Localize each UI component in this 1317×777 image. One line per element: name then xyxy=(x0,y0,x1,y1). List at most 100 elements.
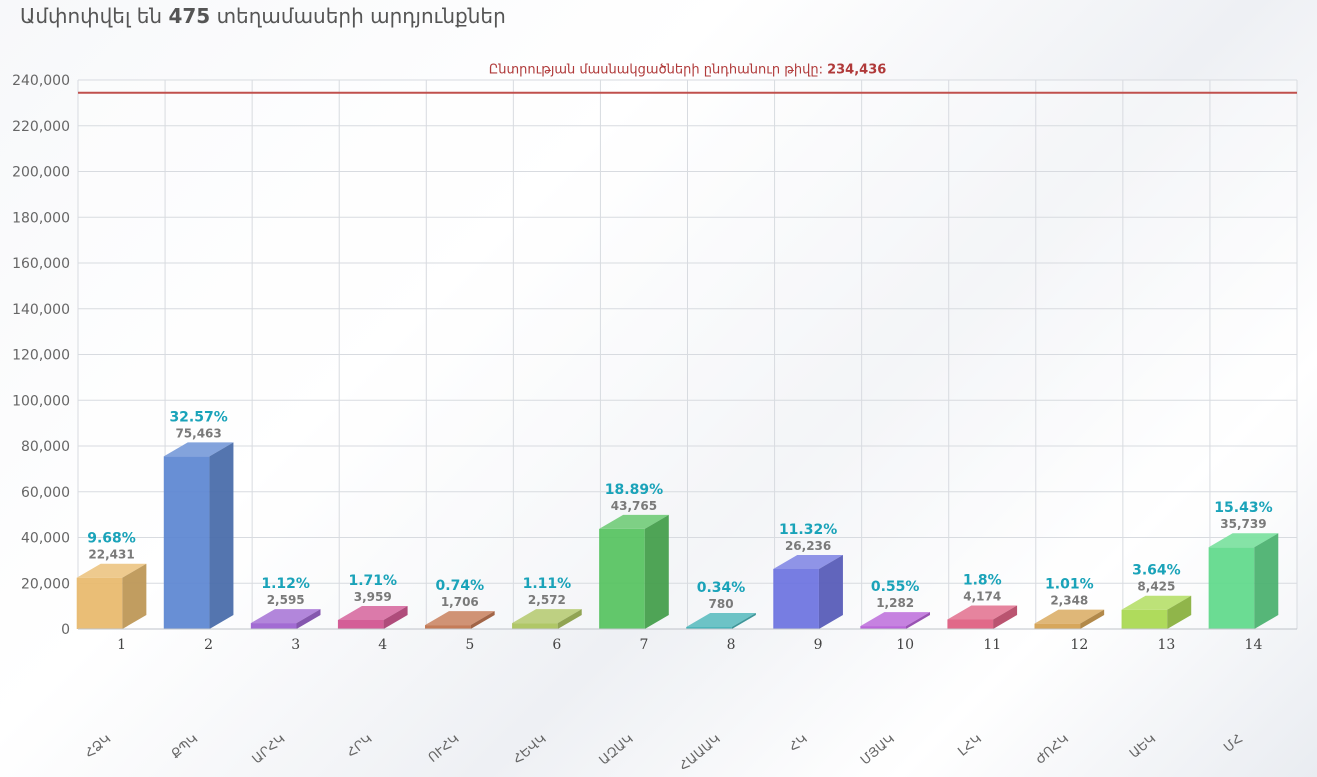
y-tick-label: 40,000 xyxy=(21,531,70,547)
x-tick-label: 9 xyxy=(814,637,823,653)
bar-side xyxy=(993,605,1018,629)
party-label: ԱՐՀԿ xyxy=(250,732,289,768)
bar-side xyxy=(209,442,234,629)
bar-top xyxy=(1208,533,1279,548)
value-label: 780 xyxy=(709,597,734,611)
party-label: ՈՒՀԿ xyxy=(426,732,463,766)
value-label: 3,959 xyxy=(354,590,392,604)
bar-front xyxy=(860,626,907,629)
percent-label: 3.64% xyxy=(1132,563,1181,579)
bar xyxy=(337,605,408,629)
x-tick-label: 1 xyxy=(117,637,126,653)
bar xyxy=(686,613,756,629)
bar-front xyxy=(599,528,645,629)
bar-front xyxy=(250,623,297,629)
y-tick-label: 140,000 xyxy=(12,302,70,318)
bar-front xyxy=(773,568,819,629)
bar-side xyxy=(557,609,582,629)
bar-front xyxy=(947,619,994,629)
party-label: ՀԵՎԿ xyxy=(511,732,550,768)
bar-front xyxy=(163,456,210,629)
value-label: 2,348 xyxy=(1050,594,1088,608)
bar-top xyxy=(1034,609,1105,624)
bar xyxy=(773,554,843,629)
bar-side xyxy=(818,554,843,629)
bar-side xyxy=(1254,533,1279,629)
bar-front xyxy=(512,623,558,629)
x-axis: 1 2 3 4 5 6 7 8 9 10 11 12 13 14 xyxy=(78,628,1297,653)
value-label: 4,174 xyxy=(963,589,1001,603)
party-label: ՀԱԱԱԿ xyxy=(677,732,724,775)
bar xyxy=(512,609,582,629)
party-label: ՀՁԿ xyxy=(82,732,114,762)
party-label: ՀՐԿ xyxy=(344,732,375,761)
y-tick-label: 0 xyxy=(61,622,70,638)
y-tick-label: 20,000 xyxy=(21,576,70,592)
value-label: 1,282 xyxy=(876,596,914,610)
y-tick-label: 180,000 xyxy=(12,210,70,226)
y-tick-label: 120,000 xyxy=(12,348,70,364)
value-label: 43,765 xyxy=(611,499,657,513)
bar-front xyxy=(424,625,471,629)
bar-side xyxy=(731,613,756,629)
bar-top xyxy=(860,612,931,627)
party-label: ԺՈՀԿ xyxy=(1033,732,1072,768)
reference-line-label: Ընտրության մասնակցածների ընդհանուր թիվը:… xyxy=(489,63,887,78)
bar-top xyxy=(773,554,843,569)
y-tick-label: 60,000 xyxy=(21,485,70,501)
bar xyxy=(424,611,495,629)
value-label: 26,236 xyxy=(785,539,831,553)
party-label: ԼՀԿ xyxy=(955,732,984,760)
bar-front xyxy=(1034,623,1081,629)
bar xyxy=(1208,533,1279,629)
bar-side xyxy=(1167,595,1192,629)
x-tick-label: 14 xyxy=(1245,637,1263,653)
x-tick-label: 5 xyxy=(465,637,474,653)
value-label: 1,706 xyxy=(441,595,479,609)
party-label: ԱԶԱԿ xyxy=(597,732,637,769)
value-label: 2,595 xyxy=(267,593,305,607)
x-tick-label: 2 xyxy=(204,637,213,653)
percent-label: 15.43% xyxy=(1214,500,1272,516)
data-labels: 9.68%22,431 32.57%75,463 1.12%2,595 1.71%3,… xyxy=(87,409,1272,611)
bar-top xyxy=(947,605,1018,620)
bar xyxy=(947,605,1018,629)
value-label: 75,463 xyxy=(175,426,221,440)
bar-side xyxy=(383,605,408,629)
x-tick-label: 13 xyxy=(1157,637,1175,653)
bar-front xyxy=(1208,547,1255,629)
reference-line-text: Ընտրության մասնակցածների ընդհանուր թիվը: xyxy=(489,63,827,78)
bar-top xyxy=(76,563,147,578)
y-tick-label: 160,000 xyxy=(12,256,70,272)
percent-label: 1.71% xyxy=(348,573,397,589)
y-tick-label: 100,000 xyxy=(12,393,70,409)
percent-label: 0.55% xyxy=(871,579,920,595)
percent-label: 1.11% xyxy=(523,576,572,592)
bar-side xyxy=(470,611,495,629)
y-tick-label: 80,000 xyxy=(21,439,70,455)
x-tick-label: 6 xyxy=(552,637,561,653)
bar xyxy=(163,442,234,629)
y-axis: 0 20,000 40,000 60,000 80,000 100,000 120,000 1… xyxy=(12,73,70,638)
value-label: 35,739 xyxy=(1220,517,1266,531)
party-label: ՔՊԿ xyxy=(169,732,201,763)
bar-side xyxy=(644,514,669,629)
bar-side xyxy=(1080,609,1105,629)
party-label: ՄՅԱԿ xyxy=(858,732,898,769)
bar xyxy=(1034,609,1105,629)
x-tick-label: 7 xyxy=(640,637,649,653)
reference-line: Ընտրության մասնակցածների ընդհանուր թիվը:… xyxy=(78,63,1297,94)
bar xyxy=(860,612,931,629)
bar-front xyxy=(76,577,123,629)
bar-top xyxy=(424,611,495,626)
y-tick-label: 220,000 xyxy=(12,119,70,135)
party-label: ՄՀ xyxy=(1221,732,1246,756)
x-tick-label: 3 xyxy=(291,637,300,653)
value-label: 22,431 xyxy=(88,548,134,562)
bar xyxy=(250,609,321,629)
bar xyxy=(76,563,147,629)
y-tick-label: 200,000 xyxy=(12,165,70,181)
page-title: Ամփոփվել են 475 տեղամասերի արդյունքներ xyxy=(20,4,506,28)
value-label: 8,425 xyxy=(1137,580,1175,594)
bar-side xyxy=(906,612,931,629)
